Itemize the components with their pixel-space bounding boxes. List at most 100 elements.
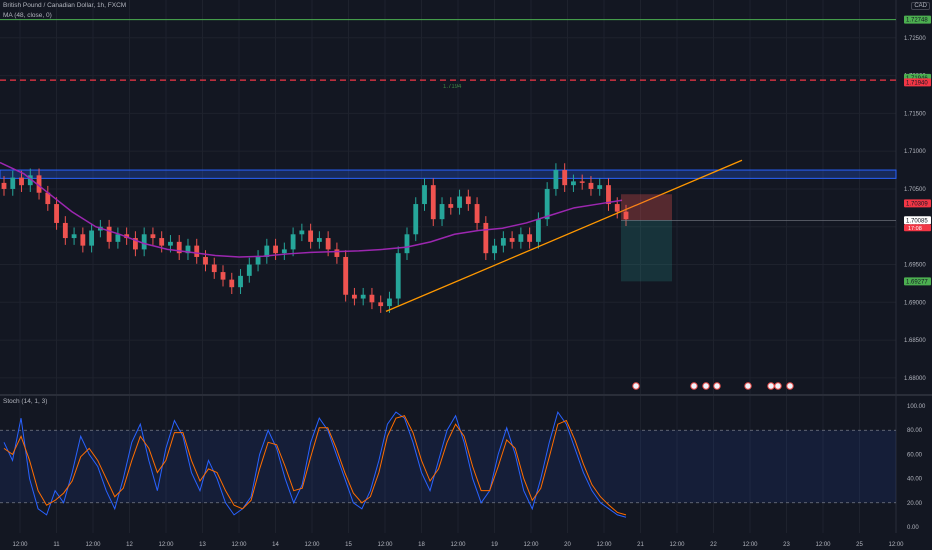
candles — [1, 163, 629, 313]
candle — [483, 222, 489, 254]
event-icon — [713, 382, 721, 390]
stoch-band — [0, 430, 896, 503]
price-tick-label: 1.71500 — [904, 111, 926, 117]
price-tick-label: 1.68500 — [904, 338, 926, 344]
time-tick-label: 12:00 — [523, 542, 539, 548]
time-tick-label: 25 — [856, 542, 863, 548]
candle — [168, 241, 173, 246]
candle — [562, 170, 568, 186]
candle — [378, 302, 384, 307]
stoch-tick-label: 0.00 — [907, 525, 919, 531]
candle — [80, 234, 86, 246]
price-tick-label: 1.69000 — [904, 300, 926, 306]
candle — [544, 188, 550, 220]
candle — [500, 238, 506, 246]
time-tick-label: 23 — [783, 542, 790, 548]
candle — [413, 204, 419, 235]
time-tick-label: 14 — [272, 542, 279, 548]
candle — [246, 264, 252, 276]
candle — [194, 245, 200, 257]
candle — [308, 230, 314, 242]
candle — [54, 204, 59, 223]
countdown-tag — [904, 224, 931, 232]
currency-badge[interactable]: CAD — [911, 2, 930, 10]
stoch-k-line — [3, 410, 627, 518]
candle — [273, 245, 278, 254]
time-tick-label: 18 — [418, 542, 425, 548]
time-tick-label: 19 — [491, 542, 498, 548]
price-tag-label: 1.71940 — [906, 80, 928, 86]
candle — [106, 226, 112, 242]
candle — [159, 238, 165, 246]
event-icon — [767, 382, 775, 390]
time-tick-label: 12:00 — [231, 542, 247, 548]
candle — [571, 181, 576, 186]
candle — [597, 185, 603, 189]
candle — [176, 241, 182, 254]
symbol-legend[interactable]: British Pound / Canadian Dollar, 1h, FXC… — [3, 2, 127, 9]
price-tag-label: 1.70309 — [906, 201, 928, 207]
candle — [281, 249, 287, 254]
countdown-label: 17:08 — [908, 226, 922, 232]
stoch-d-line — [3, 415, 627, 516]
candle — [474, 204, 480, 223]
stoch-tick-label: 80.00 — [907, 428, 923, 434]
candle — [229, 279, 235, 288]
event-icon — [786, 382, 794, 390]
candle — [588, 182, 594, 189]
time-tick-label: 22 — [710, 542, 717, 548]
price-tag — [904, 216, 931, 225]
candle — [334, 249, 340, 257]
stoch-legend[interactable]: Stoch (14, 1, 3) — [3, 398, 48, 405]
candle — [492, 245, 498, 254]
time-tick-label: 12:00 — [12, 542, 28, 548]
candle — [19, 177, 24, 186]
candle — [352, 294, 357, 299]
event-icon — [632, 382, 640, 390]
price-tag — [904, 277, 931, 286]
time-tick-label: 12:00 — [85, 542, 101, 548]
time-tick-label: 13 — [199, 542, 206, 548]
candle — [238, 275, 243, 288]
time-tick-label: 12:00 — [888, 542, 904, 548]
price-tick-label: 1.72500 — [904, 36, 926, 42]
time-tick-label: 12 — [126, 542, 133, 548]
candle — [71, 234, 77, 239]
time-tick-label: 12:00 — [377, 542, 393, 548]
candle — [422, 185, 427, 205]
candle — [1, 182, 7, 189]
trendline — [385, 159, 743, 312]
candle — [404, 234, 410, 254]
time-tick-label: 12:00 — [450, 542, 466, 548]
price-tag-label: 1.72748 — [906, 18, 928, 24]
price-tick-label: 1.71000 — [904, 149, 926, 155]
price-tag-label: 1.70085 — [906, 218, 928, 224]
candle — [264, 245, 270, 257]
time-tick-label: 12:00 — [596, 542, 612, 548]
ma-legend[interactable]: MA (48, close, 0) — [3, 12, 52, 19]
candle — [10, 177, 16, 189]
price-tick-label: 1.68000 — [904, 376, 926, 382]
candle — [343, 256, 349, 295]
price-tag — [904, 15, 931, 24]
mid-label: 1.7194 — [443, 84, 462, 90]
candle — [439, 204, 445, 220]
time-tick-label: 12:00 — [815, 542, 831, 548]
candle — [185, 245, 191, 254]
time-tick-label: 12:00 — [158, 542, 174, 548]
candle — [45, 192, 51, 205]
candle — [325, 238, 331, 250]
time-tick-label: 12:00 — [742, 542, 758, 548]
candle — [614, 204, 620, 212]
target-zone — [621, 220, 672, 282]
candle — [141, 234, 147, 250]
time-tick-label: 12:00 — [304, 542, 320, 548]
candle — [553, 170, 559, 189]
time-tick-label: 20 — [564, 542, 571, 548]
candle — [255, 256, 261, 265]
stoch-tick-label: 100.00 — [907, 404, 926, 410]
candle — [27, 175, 33, 186]
candle — [430, 185, 436, 220]
price-tick-label: 1.69500 — [904, 263, 926, 269]
